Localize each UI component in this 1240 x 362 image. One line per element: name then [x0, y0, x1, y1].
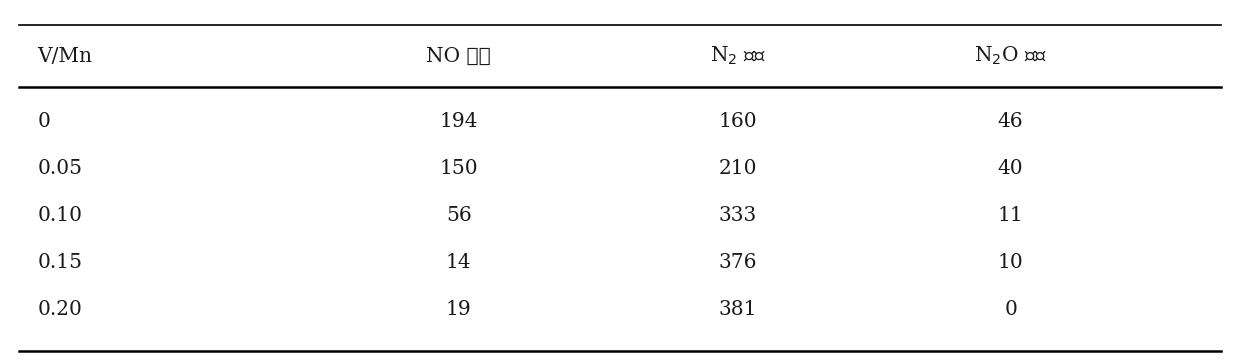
Text: 150: 150: [439, 159, 479, 178]
Text: 0: 0: [1004, 300, 1017, 319]
Text: 40: 40: [998, 159, 1023, 178]
Text: V/Mn: V/Mn: [37, 47, 92, 66]
Text: 160: 160: [718, 112, 758, 131]
Text: 210: 210: [718, 159, 758, 178]
Text: NO 浓度: NO 浓度: [427, 47, 491, 66]
Text: N$_2$O 浓度: N$_2$O 浓度: [975, 45, 1047, 67]
Text: 11: 11: [998, 206, 1023, 225]
Text: N$_2$ 浓度: N$_2$ 浓度: [709, 45, 766, 67]
Text: 19: 19: [446, 300, 471, 319]
Text: 194: 194: [439, 112, 479, 131]
Text: 10: 10: [998, 253, 1023, 272]
Text: 333: 333: [719, 206, 756, 225]
Text: 0.05: 0.05: [37, 159, 82, 178]
Text: 0.20: 0.20: [37, 300, 82, 319]
Text: 0.10: 0.10: [37, 206, 82, 225]
Text: 56: 56: [446, 206, 471, 225]
Text: 46: 46: [998, 112, 1023, 131]
Text: 0.15: 0.15: [37, 253, 82, 272]
Text: 0: 0: [37, 112, 50, 131]
Text: 14: 14: [446, 253, 471, 272]
Text: 381: 381: [718, 300, 758, 319]
Text: 376: 376: [718, 253, 758, 272]
